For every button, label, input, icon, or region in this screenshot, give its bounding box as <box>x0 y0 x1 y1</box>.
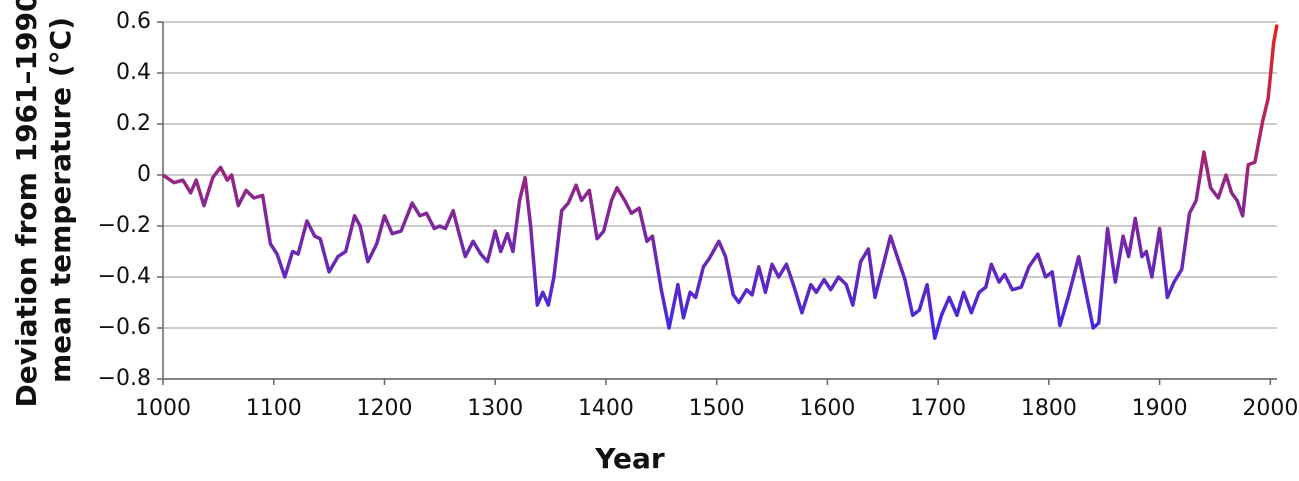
temperature-line <box>162 24 1279 340</box>
y-tick-label: 0.4 <box>116 60 151 85</box>
x-tick-label: 1400 <box>578 396 634 421</box>
y-tick-label: 0.6 <box>116 9 151 34</box>
y-tick-label: −0.2 <box>98 213 151 238</box>
x-tick-label: 1600 <box>799 396 855 421</box>
y-axis-title: mean temperature (°C) <box>44 17 77 383</box>
x-tick-label: 2000 <box>1242 396 1298 421</box>
y-axis-title: Deviation from 1961–1990 <box>10 0 43 407</box>
x-tick-label: 1800 <box>1021 396 1077 421</box>
x-tick-label: 1000 <box>135 396 191 421</box>
x-tick-label: 1900 <box>1132 396 1188 421</box>
y-tick-label: 0.2 <box>116 111 151 136</box>
x-tick-label: 1300 <box>467 396 523 421</box>
x-tick-label: 1500 <box>689 396 745 421</box>
x-tick-label: 1100 <box>246 396 302 421</box>
y-tick-label: −0.8 <box>98 366 151 391</box>
y-tick-label: 0 <box>137 162 151 187</box>
x-tick-label: 1700 <box>910 396 966 421</box>
x-axis-title: Year <box>594 442 665 475</box>
x-tick-label: 1200 <box>356 396 412 421</box>
y-tick-label: −0.6 <box>98 315 151 340</box>
y-tick-label: −0.4 <box>98 264 151 289</box>
